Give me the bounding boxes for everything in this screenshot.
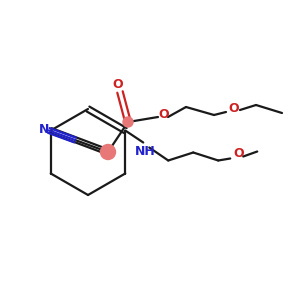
Text: O: O [233,147,244,160]
Text: NH: NH [135,145,156,158]
Text: O: O [229,101,239,115]
Text: O: O [113,77,123,91]
Circle shape [100,145,116,160]
Text: N: N [39,123,49,136]
Circle shape [123,117,133,127]
Text: O: O [159,109,169,122]
